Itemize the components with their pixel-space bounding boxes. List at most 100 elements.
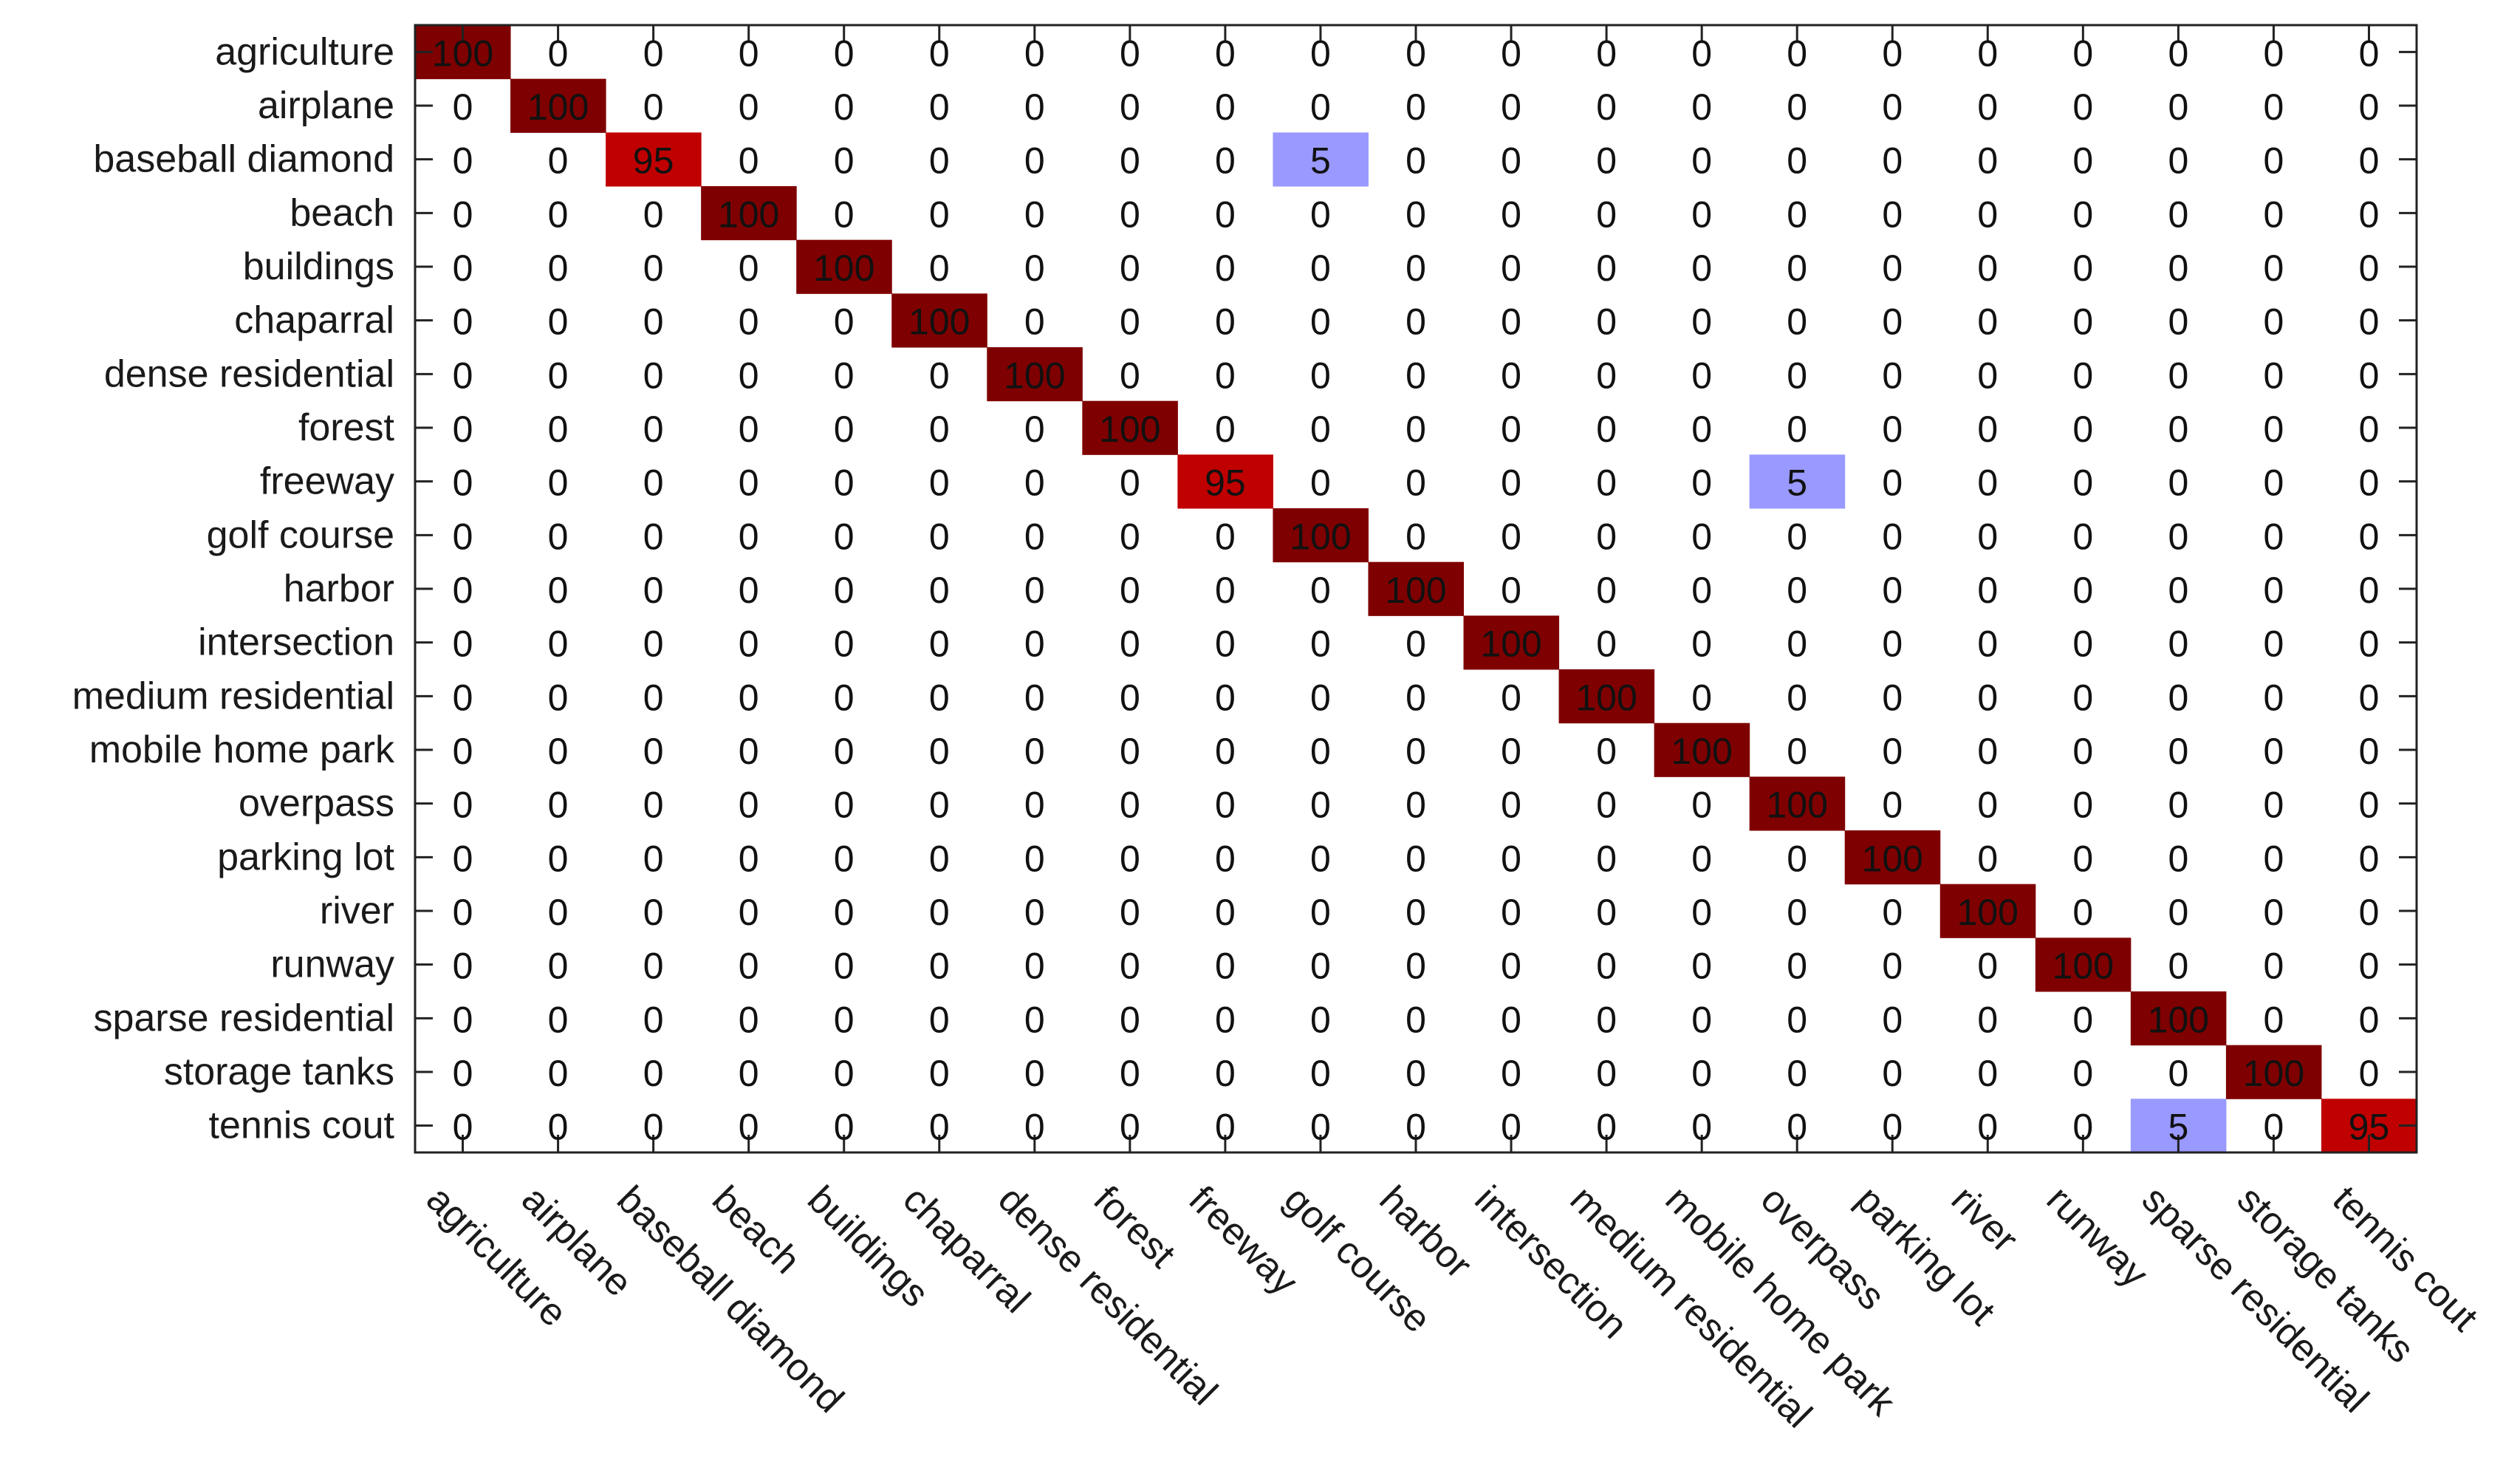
cell-value: 0 xyxy=(1787,194,1807,235)
cell-value: 0 xyxy=(1691,946,1712,987)
cell-value: 0 xyxy=(1024,624,1045,665)
cell-value: 0 xyxy=(643,247,664,289)
cell-value: 0 xyxy=(1310,624,1331,665)
cell-value: 0 xyxy=(2168,140,2188,182)
cell-value: 0 xyxy=(1501,247,1521,289)
cell-value: 0 xyxy=(834,462,855,504)
cell-value: 0 xyxy=(2264,946,2284,987)
row-tick-label: freeway xyxy=(260,460,394,503)
cell-value: 0 xyxy=(1977,570,1998,611)
cell-value: 100 xyxy=(432,33,493,74)
cell-value: 0 xyxy=(1787,355,1807,396)
cell-value: 0 xyxy=(1310,677,1331,718)
cell-value: 0 xyxy=(1882,946,1903,987)
axis-ticks xyxy=(415,25,2417,1152)
cell-value: 0 xyxy=(834,516,855,557)
cell-value: 0 xyxy=(1405,247,1426,289)
cell-value: 0 xyxy=(739,570,759,611)
cell-value: 0 xyxy=(929,785,950,826)
cell-value: 0 xyxy=(1215,409,1236,450)
cell-value: 0 xyxy=(1787,838,1807,879)
cell-value: 0 xyxy=(1024,892,1045,933)
cell-value: 0 xyxy=(1977,838,1998,879)
cell-value: 0 xyxy=(739,838,759,879)
cell-value: 0 xyxy=(1405,677,1426,718)
cell-value: 0 xyxy=(548,194,569,235)
cell-value: 0 xyxy=(453,355,473,396)
cell-value: 100 xyxy=(2243,1053,2304,1094)
cell-value: 0 xyxy=(2359,785,2380,826)
cell-value: 0 xyxy=(1215,33,1236,74)
cell-value: 0 xyxy=(2264,838,2284,879)
cell-value: 0 xyxy=(2264,194,2284,235)
cell-value: 0 xyxy=(1310,247,1331,289)
cell-value: 0 xyxy=(1691,785,1712,826)
cell-value: 0 xyxy=(2168,1053,2188,1094)
cell-value: 0 xyxy=(1977,194,1998,235)
cell-value: 0 xyxy=(2359,838,2380,879)
cell-value: 0 xyxy=(1882,355,1903,396)
cell-value: 0 xyxy=(2359,33,2380,74)
cell-value: 0 xyxy=(1882,301,1903,343)
cell-value: 0 xyxy=(1405,86,1426,128)
cell-value: 0 xyxy=(1787,1053,1807,1094)
cell-value: 0 xyxy=(1977,731,1998,772)
cell-value: 0 xyxy=(643,731,664,772)
cell-value: 0 xyxy=(929,731,950,772)
cell-value: 0 xyxy=(643,570,664,611)
cell-value: 0 xyxy=(2168,570,2188,611)
cell-value: 0 xyxy=(1691,247,1712,289)
cell-value: 0 xyxy=(929,999,950,1040)
heatmap-cell xyxy=(510,78,606,133)
cell-value: 0 xyxy=(2168,677,2188,718)
cell-value: 0 xyxy=(1310,33,1331,74)
cell-value: 100 xyxy=(2052,946,2114,987)
cell-value: 0 xyxy=(2264,999,2284,1040)
cell-value: 0 xyxy=(1882,892,1903,933)
cell-value: 0 xyxy=(1120,999,1140,1040)
cell-value: 0 xyxy=(2072,570,2093,611)
cell-value: 0 xyxy=(2072,677,2093,718)
heatmap-cell xyxy=(2035,937,2132,992)
cell-value: 0 xyxy=(1691,838,1712,879)
cell-value: 0 xyxy=(1977,140,1998,182)
column-tick-label: river xyxy=(1943,1178,2027,1261)
cell-value: 0 xyxy=(834,570,855,611)
cell-value: 0 xyxy=(1310,1107,1331,1148)
cell-value: 0 xyxy=(834,1107,855,1148)
cell-value: 0 xyxy=(1310,785,1331,826)
heatmap-cell xyxy=(796,239,892,294)
cell-value: 0 xyxy=(1882,1053,1903,1094)
cell-value: 0 xyxy=(739,1053,759,1094)
cell-value: 0 xyxy=(929,1107,950,1148)
heatmap-cells xyxy=(415,25,2417,1153)
cell-value: 100 xyxy=(718,194,779,235)
cell-value: 0 xyxy=(1787,1107,1807,1148)
cell-value: 0 xyxy=(2264,140,2284,182)
heatmap-cell xyxy=(2225,1045,2322,1099)
cell-value: 0 xyxy=(1596,462,1617,504)
cell-value: 0 xyxy=(1120,462,1140,504)
cell-value: 0 xyxy=(1310,301,1331,343)
row-tick-label: harbor xyxy=(284,567,394,610)
heatmap-cell xyxy=(1368,561,1465,616)
cell-value: 0 xyxy=(1215,731,1236,772)
cell-value: 0 xyxy=(1977,86,1998,128)
plot-frame xyxy=(414,24,2418,1154)
cell-value: 0 xyxy=(834,33,855,74)
cell-value: 0 xyxy=(2072,301,2093,343)
cell-value: 5 xyxy=(2168,1107,2188,1148)
heatmap-cell xyxy=(701,186,797,241)
cell-value: 0 xyxy=(1405,301,1426,343)
cell-value: 0 xyxy=(2168,785,2188,826)
cell-value: 0 xyxy=(548,516,569,557)
cell-value: 0 xyxy=(1501,33,1521,74)
cell-value: 0 xyxy=(1024,462,1045,504)
cell-value: 0 xyxy=(739,355,759,396)
cell-value: 0 xyxy=(739,301,759,343)
cell-value: 0 xyxy=(548,570,569,611)
cell-value: 0 xyxy=(643,892,664,933)
cell-value: 0 xyxy=(1405,1053,1426,1094)
cell-value: 0 xyxy=(453,624,473,665)
heatmap-cell xyxy=(1844,830,1941,885)
